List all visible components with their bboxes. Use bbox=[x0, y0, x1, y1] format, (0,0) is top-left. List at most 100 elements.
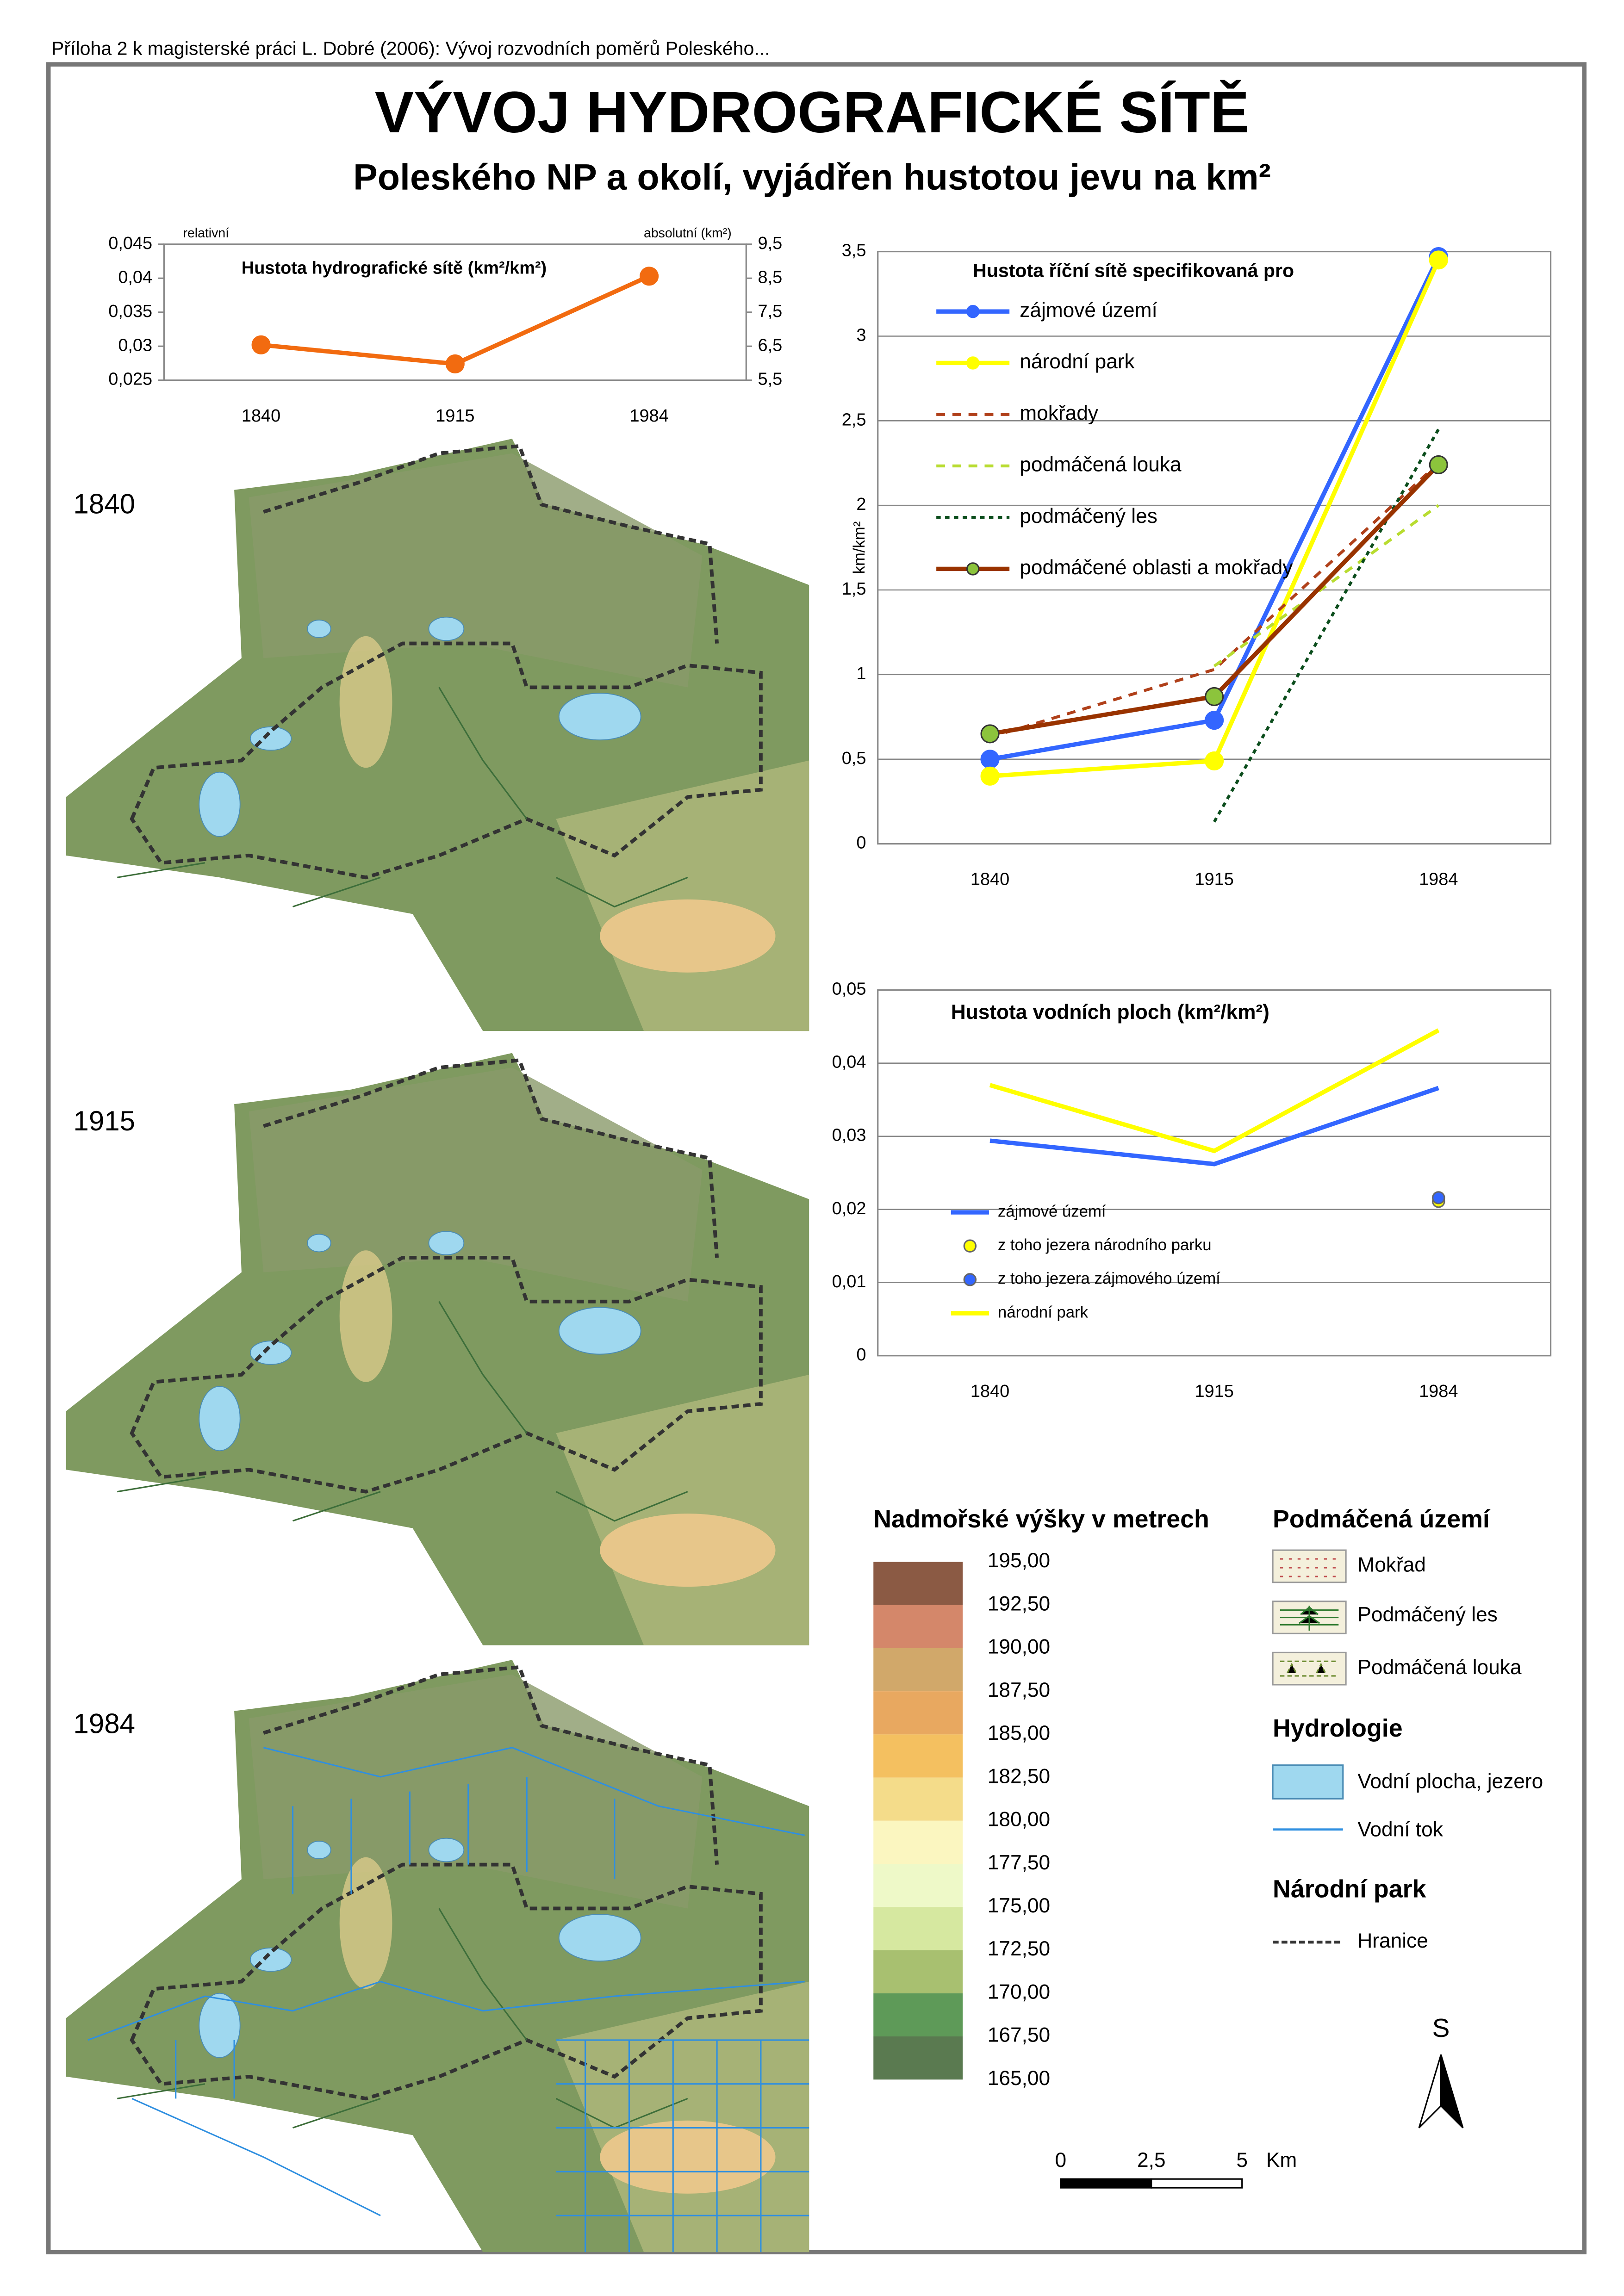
elevation-swatch bbox=[873, 1820, 963, 1864]
elevation-label: 167,50 bbox=[988, 2024, 1050, 2047]
swatch-pattern bbox=[1280, 1606, 1339, 1631]
y-tick-label: 0 bbox=[856, 1345, 866, 1365]
point bbox=[980, 724, 1000, 744]
y-tick-label: 0,03 bbox=[832, 1126, 866, 1145]
swatch bbox=[1272, 1651, 1347, 1686]
y-tick-label: 0,04 bbox=[832, 1053, 866, 1072]
y2-axis-label: absolutní (km²) bbox=[644, 226, 732, 241]
point bbox=[1205, 751, 1224, 770]
elevation-label: 177,50 bbox=[988, 1851, 1050, 1874]
scale-unit: Km bbox=[1266, 2149, 1297, 2172]
point bbox=[980, 750, 1000, 769]
point bbox=[980, 766, 1000, 786]
title: VÝVOJ HYDROGRAFICKÉ SÍTĚ bbox=[375, 80, 1249, 145]
legend-label: mokřady bbox=[1020, 402, 1098, 424]
legend-item: Vodní plocha, jezero bbox=[1357, 1770, 1543, 1793]
series-line bbox=[989, 1028, 1440, 1154]
elevation-swatch bbox=[873, 1950, 963, 1993]
point bbox=[1429, 250, 1448, 270]
elevation-swatch bbox=[873, 1605, 963, 1648]
legend-marker bbox=[966, 356, 980, 370]
y-tick-label: 0,045 bbox=[108, 234, 152, 253]
point bbox=[445, 354, 465, 374]
swatch bbox=[1272, 1764, 1344, 1800]
elevation-label: 182,50 bbox=[988, 1765, 1050, 1787]
elevation-swatch bbox=[873, 1864, 963, 1907]
elevation-label: 175,00 bbox=[988, 1894, 1050, 1917]
y-tick-label: 0,02 bbox=[832, 1199, 866, 1218]
elevation-label: 172,50 bbox=[988, 1937, 1050, 1960]
legend-marker bbox=[966, 562, 980, 576]
legend-marker bbox=[963, 1239, 977, 1253]
legend-label: podmáčená louka bbox=[1020, 453, 1182, 476]
legend-item: Vodní tok bbox=[1357, 1818, 1443, 1841]
elevation-swatch bbox=[873, 1993, 963, 2037]
plot-area bbox=[877, 989, 1552, 1357]
x-tick-label: 1840 bbox=[971, 1382, 1009, 1401]
charts: 0,025 0,03 0,035 0,04 0,045 5,5 6,5 7,5 8,5 9,5 18… bbox=[108, 226, 1552, 1401]
elevation-swatch bbox=[873, 1691, 963, 1735]
point bbox=[1205, 687, 1224, 706]
series-line bbox=[989, 462, 1440, 739]
y-tick-label: 0,025 bbox=[108, 370, 152, 389]
legend-label: zájmové území bbox=[1020, 299, 1157, 322]
legend-label: národní park bbox=[998, 1303, 1089, 1321]
series-line bbox=[989, 1086, 1439, 1167]
y-tick-label: 0,5 bbox=[842, 749, 866, 768]
x-tick-label: 1840 bbox=[971, 870, 1009, 889]
legend-title: Hydrologie bbox=[1273, 1714, 1403, 1742]
subtitle: Poleského NP a okolí, vyjádřen hustotou … bbox=[353, 156, 1271, 198]
elevation-label: 187,50 bbox=[988, 1679, 1050, 1701]
chart-title: Hustota říční sítě specifikovaná pro bbox=[973, 260, 1294, 281]
x-tick-label: 1984 bbox=[629, 406, 668, 426]
y-tick-label: 2 bbox=[856, 495, 866, 514]
y-tick-label: 1,5 bbox=[842, 579, 866, 599]
map-year: 1984 bbox=[73, 1708, 135, 1739]
y-tick-label: 1 bbox=[856, 664, 866, 683]
legend-label: zájmové území bbox=[998, 1203, 1106, 1220]
elevation-label: 165,00 bbox=[988, 2067, 1050, 2090]
legend-label: podmáčené oblasti a mokřady bbox=[1020, 556, 1293, 579]
y-tick-label: 3 bbox=[856, 325, 866, 345]
elevation-swatch bbox=[873, 1907, 963, 1950]
scale-bar bbox=[1151, 2178, 1243, 2189]
scale-bar bbox=[1060, 2178, 1152, 2189]
y-tick-label: 0,035 bbox=[108, 302, 152, 321]
north-label: S bbox=[1432, 2014, 1450, 2043]
point bbox=[1432, 1191, 1445, 1204]
x-tick-label: 1984 bbox=[1419, 1382, 1458, 1401]
legend-marker bbox=[963, 1273, 977, 1286]
y-tick-label: 0,03 bbox=[118, 335, 152, 355]
y-axis-label: relativní bbox=[183, 226, 229, 241]
y-tick-label: 3,5 bbox=[842, 241, 866, 261]
elevation-swatch bbox=[873, 1648, 963, 1692]
x-tick-label: 1840 bbox=[242, 406, 280, 426]
elevation-swatch bbox=[873, 1734, 963, 1778]
point bbox=[251, 335, 271, 354]
x-tick-label: 1915 bbox=[1195, 870, 1233, 889]
scale-label: 5 bbox=[1236, 2149, 1248, 2172]
elevation-swatch bbox=[873, 1777, 963, 1821]
plot-area bbox=[877, 251, 1552, 845]
legend-label: z toho jezera národního parku bbox=[998, 1236, 1212, 1254]
swatch-pattern bbox=[1280, 1558, 1339, 1577]
elevation-swatch bbox=[873, 1562, 963, 1605]
y-tick-label: 0,04 bbox=[118, 267, 152, 287]
legend-item: Hranice bbox=[1357, 1930, 1428, 1952]
x-tick-label: 1915 bbox=[436, 406, 474, 426]
legend-marker bbox=[966, 304, 980, 318]
y2-tick-label: 9,5 bbox=[758, 234, 783, 253]
elevation-label: 170,00 bbox=[988, 1980, 1050, 2003]
swatch bbox=[1272, 1549, 1347, 1583]
y-tick-label: 0,01 bbox=[832, 1272, 866, 1291]
elevation-label: 195,00 bbox=[988, 1549, 1050, 1572]
map-year: 1915 bbox=[73, 1105, 135, 1136]
x-tick-label: 1984 bbox=[1419, 870, 1458, 889]
legend-label: z toho jezera zájmového území bbox=[998, 1270, 1220, 1288]
x-tick-label: 1915 bbox=[1195, 1382, 1233, 1401]
legend-title: Národní park bbox=[1273, 1875, 1426, 1903]
chart-title: Hustota hydrografické sítě (km²/km²) bbox=[242, 259, 547, 278]
legend-title: Nadmořské výšky v metrech bbox=[873, 1505, 1209, 1533]
swatch-pattern bbox=[1280, 1660, 1339, 1677]
